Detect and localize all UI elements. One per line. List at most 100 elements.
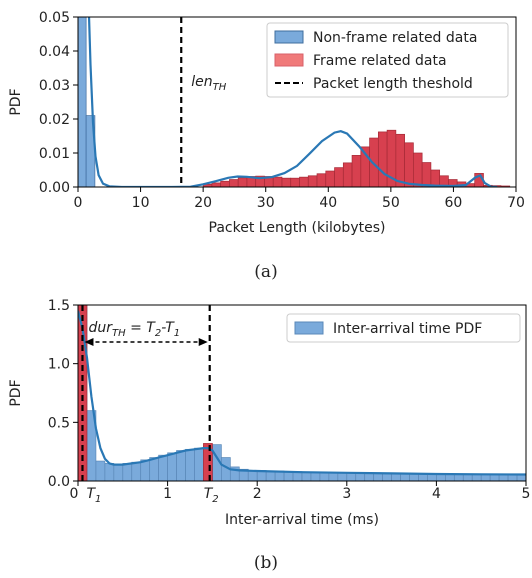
plot-area (78, 17, 511, 187)
bar (445, 473, 455, 481)
bar (480, 474, 491, 481)
panel-label: (b) (254, 553, 278, 573)
x-tick-label: 0 (70, 486, 79, 502)
bar (131, 461, 142, 481)
y-axis-label: PDF (8, 379, 24, 406)
bar (158, 454, 168, 481)
bar (203, 443, 213, 481)
x-tick-label: 10 (132, 195, 150, 211)
bar (400, 473, 410, 481)
axes-frame (77, 16, 517, 188)
bar (325, 170, 335, 187)
legend-swatch (294, 321, 324, 335)
y-tick-label: 0.02 (39, 112, 70, 128)
y-tick-label: 0.04 (39, 44, 70, 60)
arrow-head-right (198, 338, 208, 346)
bar (427, 473, 437, 481)
y-tick-label: 0.00 (39, 180, 70, 196)
bar (95, 460, 106, 481)
bar (337, 472, 348, 481)
bar (78, 17, 87, 187)
bar (395, 133, 405, 187)
legend: Non-frame related data Frame related data… (266, 22, 509, 98)
bar (382, 473, 392, 481)
y-tick-label: 0.0 (48, 474, 70, 490)
bar (391, 473, 401, 481)
bar (176, 450, 186, 481)
bar (316, 173, 327, 187)
legend-swatch (274, 53, 304, 67)
bar (346, 472, 357, 481)
bar (211, 182, 222, 187)
bar (351, 155, 362, 187)
legend-label: Frame related data (313, 53, 447, 69)
legend-label: Non-frame related data (313, 30, 477, 46)
legend-swatch (274, 30, 304, 44)
bar (229, 179, 239, 187)
y-tick-label: 0.5 (48, 415, 70, 431)
bar (185, 448, 195, 481)
bar (122, 463, 133, 481)
bar (404, 142, 414, 187)
bar (516, 474, 526, 481)
bar (355, 472, 366, 481)
x-tick-label: 60 (445, 195, 463, 211)
plot-area (78, 305, 526, 481)
bar (307, 175, 318, 187)
bar (498, 474, 509, 481)
bar (462, 474, 473, 481)
x-tick-label: 70 (507, 195, 525, 211)
legend: Inter-arrival time PDF (286, 313, 521, 343)
y-tick-label: 1.5 (48, 298, 70, 314)
bar (334, 167, 344, 187)
bar (299, 176, 309, 187)
bar (194, 447, 204, 481)
x-tick-label: 40 (319, 195, 337, 211)
bar (373, 473, 383, 481)
chart-panel-a: lenTH 0 10 20 30 40 50 60 70 0.00 0.01 0.02 0.03 0.04… (8, 10, 525, 282)
y-tick-label: 0.03 (39, 78, 70, 94)
y-tick-label: 0.05 (39, 10, 70, 26)
bar (290, 177, 300, 187)
x-tick-label: 0 (74, 195, 83, 211)
threshold-label: lenTH (191, 74, 226, 93)
x-tick-label: 5 (522, 486, 531, 502)
legend-label: Packet length theshold (313, 76, 473, 92)
kde-line (78, 310, 526, 476)
x-tick-label: 3 (342, 486, 351, 502)
bar (342, 162, 353, 187)
panel-label: (a) (254, 262, 277, 282)
x-tick-label: 20 (194, 195, 212, 211)
duration-label: durTH = T2-T1 (88, 320, 180, 339)
chart-panel-b: T1 T2 durTH = T2-T1 0 1 2 3 4 5 0.0 0.5 1.0 1.5 Inter… (8, 298, 530, 573)
x-tick-label: 4 (432, 486, 441, 502)
bar (409, 473, 419, 481)
y-tick-label: 0.01 (39, 146, 70, 162)
bar (140, 459, 151, 481)
x-axis-label: Packet Length (kilobytes) (209, 220, 386, 236)
bar (78, 305, 88, 481)
bar (149, 457, 159, 481)
bar (377, 131, 388, 187)
axes-frame (77, 304, 527, 482)
bar (167, 452, 177, 481)
bar (104, 463, 115, 481)
bar (220, 180, 230, 187)
legend-box (266, 22, 509, 98)
bar (113, 464, 124, 481)
y-axis-label: PDF (8, 88, 24, 115)
legend-box (286, 313, 521, 343)
legend-label: Inter-arrival time PDF (333, 321, 482, 337)
bar (237, 177, 248, 187)
bar (453, 474, 464, 481)
arrow-head-left (84, 338, 94, 346)
bar (328, 472, 339, 481)
bar (364, 473, 375, 481)
x-axis-label: Inter-arrival time (ms) (225, 512, 379, 528)
bar (507, 474, 518, 481)
bar (319, 472, 330, 481)
bar (421, 162, 432, 187)
bar (471, 474, 482, 481)
bar (272, 176, 283, 187)
